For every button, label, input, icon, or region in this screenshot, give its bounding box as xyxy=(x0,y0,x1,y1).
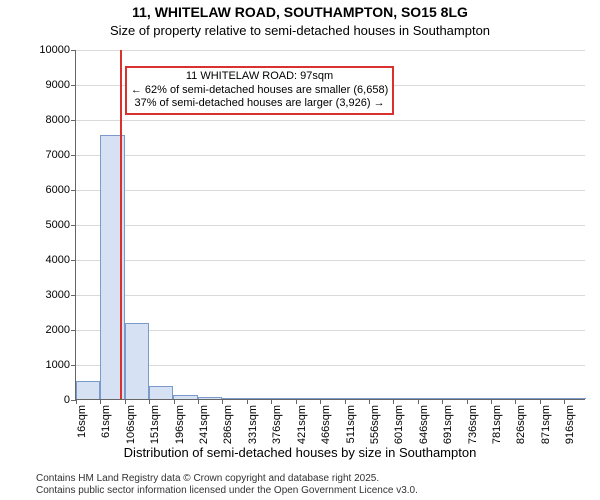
gridline-h xyxy=(76,365,585,366)
histogram-bar xyxy=(76,381,100,399)
x-tick-label: 331sqm xyxy=(247,399,259,444)
gridline-h xyxy=(76,120,585,121)
x-tick-label: 511sqm xyxy=(345,399,357,443)
histogram-bar xyxy=(125,323,149,399)
gridline-h xyxy=(76,260,585,261)
x-tick-label: 421sqm xyxy=(296,399,308,444)
footer-line-2: Contains public sector information licen… xyxy=(36,485,418,497)
x-tick-label: 286sqm xyxy=(222,399,234,444)
x-tick-label: 106sqm xyxy=(125,399,137,444)
y-tick-label: 4000 xyxy=(46,254,76,266)
callout-line-2: ← 62% of semi-detached houses are smalle… xyxy=(131,84,388,98)
gridline-h xyxy=(76,50,585,51)
chart-title: 11, WHITELAW ROAD, SOUTHAMPTON, SO15 8LG xyxy=(0,4,600,20)
x-tick-label: 556sqm xyxy=(369,399,381,444)
x-tick-label: 601sqm xyxy=(393,399,405,444)
gridline-h xyxy=(76,225,585,226)
x-tick-label: 691sqm xyxy=(442,399,454,444)
x-tick-label: 466sqm xyxy=(320,399,332,444)
y-tick-label: 6000 xyxy=(46,184,76,196)
y-tick-label: 1000 xyxy=(46,359,76,371)
x-tick-label: 376sqm xyxy=(271,399,283,444)
marker-line xyxy=(120,50,122,399)
callout-line-3: 37% of semi-detached houses are larger (… xyxy=(131,97,388,111)
y-tick-label: 2000 xyxy=(46,324,76,336)
x-tick-label: 736sqm xyxy=(467,399,479,444)
chart-subtitle: Size of property relative to semi-detach… xyxy=(0,23,600,38)
y-tick-label: 8000 xyxy=(46,114,76,126)
footer-line-1: Contains HM Land Registry data © Crown c… xyxy=(36,473,418,485)
x-tick-label: 916sqm xyxy=(564,399,576,444)
x-tick-label: 826sqm xyxy=(515,399,527,444)
x-tick-label: 871sqm xyxy=(540,399,552,444)
x-axis-label: Distribution of semi-detached houses by … xyxy=(0,445,600,460)
gridline-h xyxy=(76,190,585,191)
x-tick-label: 241sqm xyxy=(198,399,210,444)
x-tick-label: 781sqm xyxy=(491,399,503,444)
histogram-bar xyxy=(149,386,173,399)
y-tick-label: 10000 xyxy=(39,44,76,56)
y-tick-label: 7000 xyxy=(46,149,76,161)
x-tick-label: 16sqm xyxy=(76,399,88,438)
x-tick-label: 646sqm xyxy=(418,399,430,444)
x-tick-label: 151sqm xyxy=(149,399,161,444)
footer-attribution: Contains HM Land Registry data © Crown c… xyxy=(36,473,418,496)
x-tick-label: 61sqm xyxy=(100,399,112,438)
y-tick-label: 0 xyxy=(64,394,76,406)
y-tick-label: 9000 xyxy=(46,79,76,91)
plot-area: 0100020003000400050006000700080009000100… xyxy=(75,50,585,400)
gridline-h xyxy=(76,155,585,156)
x-tick-label: 196sqm xyxy=(174,399,186,444)
y-tick-label: 3000 xyxy=(46,289,76,301)
gridline-h xyxy=(76,330,585,331)
callout-line-1: 11 WHITELAW ROAD: 97sqm xyxy=(131,70,388,84)
callout-box: 11 WHITELAW ROAD: 97sqm← 62% of semi-det… xyxy=(125,66,394,115)
gridline-h xyxy=(76,295,585,296)
chart-container: { "title": "11, WHITELAW ROAD, SOUTHAMPT… xyxy=(0,0,600,500)
y-tick-label: 5000 xyxy=(46,219,76,231)
